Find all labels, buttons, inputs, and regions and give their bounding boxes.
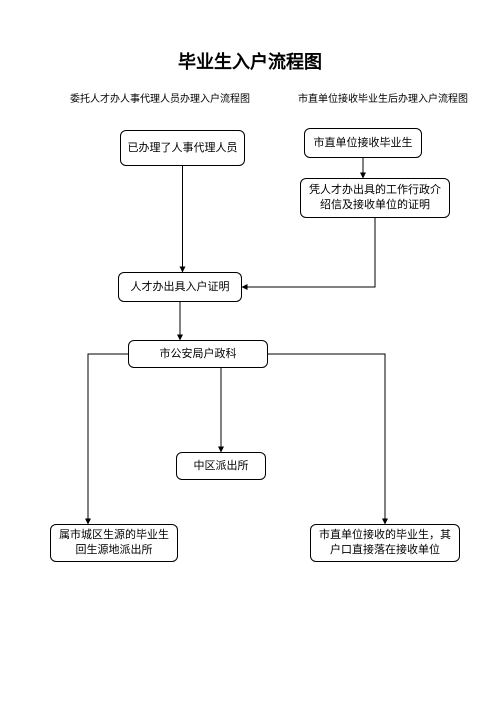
node-n8: 市直单位接收的毕业生，其户口直接落在接收单位 [310, 524, 460, 562]
node-n1: 已办理了人事代理人员 [120, 130, 245, 166]
edge-n5-n7 [88, 354, 128, 524]
node-n4: 人才办出具入户证明 [118, 272, 242, 302]
subtitle-right: 市直单位接收毕业生后办理入户流程图 [298, 90, 468, 105]
flowchart-canvas: 毕业生入户流程图 委托人才办人事代理人员办理入户流程图 市直单位接收毕业生后办理… [0, 0, 500, 708]
subtitle-left: 委托人才办人事代理人员办理入户流程图 [70, 90, 250, 105]
node-n2: 市直单位接收毕业生 [304, 128, 422, 158]
edge-n5-n8 [268, 354, 385, 524]
node-n5: 市公安局户政科 [128, 340, 268, 368]
page-title: 毕业生入户流程图 [0, 48, 500, 74]
node-n6: 中区派出所 [176, 452, 266, 480]
node-n7: 属市城区生源的毕业生回生源地派出所 [50, 524, 178, 562]
edge-n3-n4 [242, 218, 375, 287]
node-n3: 凭人才办出具的工作行政介绍信及接收单位的证明 [300, 178, 450, 218]
